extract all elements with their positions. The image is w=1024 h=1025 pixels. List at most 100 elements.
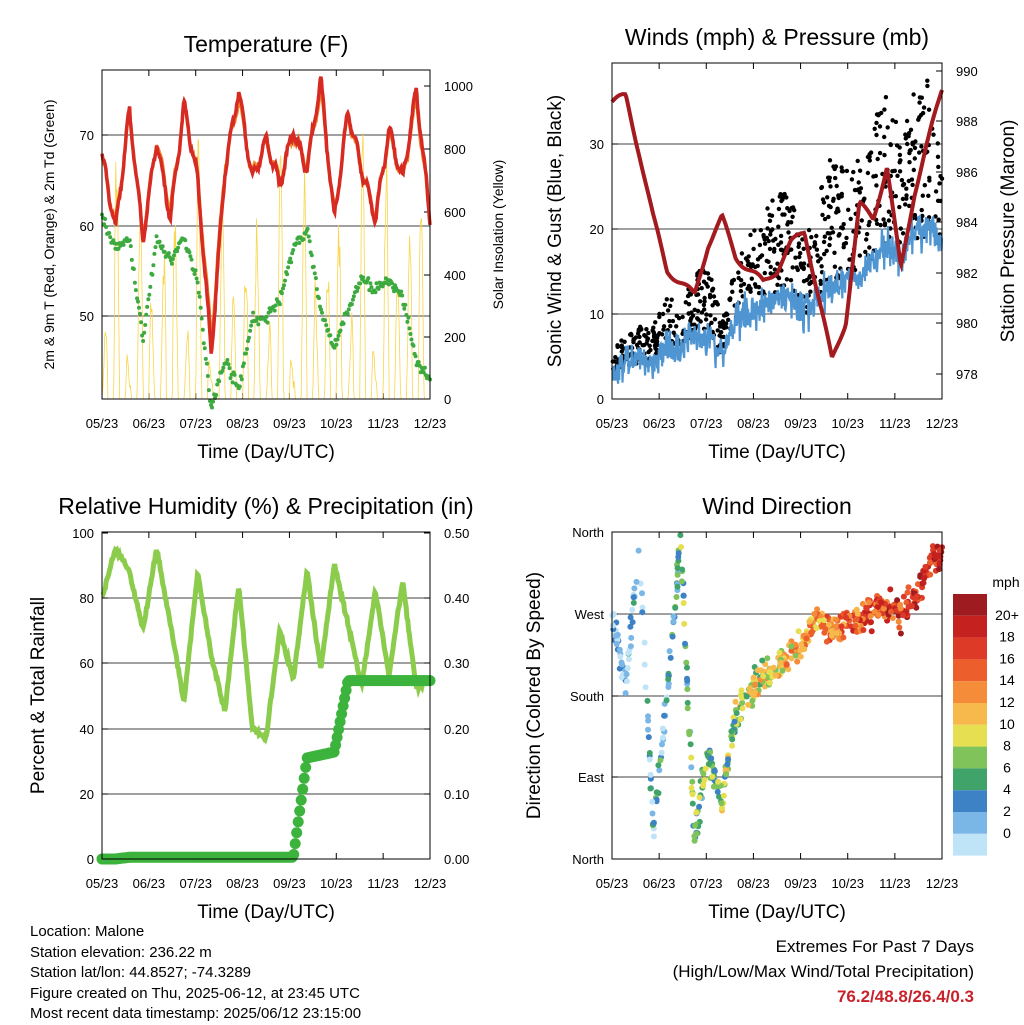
dewpoint-point <box>290 251 295 256</box>
colorbar-label: 2 <box>1003 803 1011 819</box>
station-latlon: Station lat/lon: 44.8527; -74.3289 <box>30 964 252 981</box>
gust-point <box>746 254 751 259</box>
x-tick-label: 06/23 <box>133 876 166 891</box>
dewpoint-point <box>202 346 207 351</box>
gust-point <box>881 217 886 222</box>
gust-point <box>655 342 660 348</box>
dewpoint-point <box>116 246 121 251</box>
direction-point <box>655 762 662 769</box>
gust-point <box>856 180 861 185</box>
gust-point <box>728 296 733 301</box>
gust-point <box>885 125 890 130</box>
gust-point <box>660 311 666 317</box>
direction-point <box>832 623 839 630</box>
dewpoint-point <box>249 323 254 328</box>
direction-point <box>779 667 786 674</box>
gust-point <box>695 292 701 297</box>
dewpoint-point <box>143 323 148 327</box>
gust-point <box>936 217 941 222</box>
gust-point <box>920 213 925 219</box>
x-tick-label: 06/23 <box>133 416 166 431</box>
direction-point <box>913 593 920 600</box>
rainfall-point <box>291 827 303 839</box>
direction-point <box>674 583 681 590</box>
direction-point <box>624 678 630 685</box>
gust-point <box>931 132 936 137</box>
gust-point <box>796 244 801 249</box>
direction-point <box>788 655 795 662</box>
plot-frame <box>101 69 431 400</box>
direction-point <box>897 630 904 637</box>
direction-point <box>853 606 860 613</box>
plot-frame <box>611 531 943 860</box>
x-tick-label: 12/23 <box>414 416 447 431</box>
x-tick-label: 09/23 <box>784 876 817 891</box>
gust-point <box>635 331 641 336</box>
dewpoint-point <box>374 281 379 286</box>
wind-series <box>611 213 944 384</box>
direction-point <box>645 713 651 720</box>
x-tick-label: 10/23 <box>320 876 353 891</box>
direction-point <box>647 771 654 778</box>
dewpoint-point <box>217 379 222 384</box>
direction-point <box>661 712 668 719</box>
gust-point <box>917 150 922 155</box>
direction-point <box>868 619 874 626</box>
direction-point <box>878 599 885 606</box>
gust-point <box>874 221 880 226</box>
dewpoint-point <box>324 323 329 328</box>
gust-point <box>748 289 753 294</box>
gust-point <box>762 241 768 246</box>
direction-point <box>667 654 674 661</box>
dewpoint-point <box>326 327 331 332</box>
dewpoint-point <box>411 343 416 348</box>
dewpoint-point <box>392 289 396 294</box>
direction-point <box>803 635 810 642</box>
direction-point <box>936 547 943 554</box>
dewpoint-point <box>386 282 391 287</box>
gust-point <box>765 226 770 231</box>
direction-point <box>720 792 727 799</box>
y-tick-label: 50 <box>80 309 94 324</box>
gust-point <box>877 150 883 156</box>
direction-point <box>613 641 620 647</box>
dewpoint-point <box>104 225 109 229</box>
gust-point <box>905 141 910 147</box>
gust-point <box>935 198 941 203</box>
dewpoint-point <box>210 405 214 410</box>
dewpoint-point <box>195 280 200 285</box>
gust-point <box>653 320 658 325</box>
gust-point <box>912 212 918 218</box>
dewpoint-point <box>369 285 374 290</box>
dewpoint-point <box>167 255 172 260</box>
gust-point <box>776 224 781 229</box>
direction-point <box>760 673 767 679</box>
dewpoint-point <box>407 326 412 331</box>
dewpoint-point <box>283 278 287 283</box>
temperature-xlabel: Time (Day/UTC) <box>197 442 335 463</box>
direction-point <box>871 608 878 615</box>
gust-point <box>776 242 781 247</box>
gust-point <box>911 92 916 97</box>
dewpoint-point <box>232 372 237 377</box>
gust-point <box>911 167 916 173</box>
direction-point <box>900 612 907 619</box>
direction-point <box>729 742 736 749</box>
direction-point <box>687 741 694 748</box>
y-tick-label: 0 <box>87 852 94 867</box>
dewpoint-point <box>121 242 126 247</box>
direction-point <box>776 649 783 656</box>
gust-point <box>784 195 789 200</box>
gust-point <box>895 173 900 178</box>
gust-point <box>748 232 753 238</box>
dewpoint-point <box>414 363 419 368</box>
direction-point <box>814 606 821 613</box>
direction-point <box>739 699 746 706</box>
direction-point <box>795 628 802 635</box>
direction-point <box>645 734 652 741</box>
dewpoint-point <box>277 302 282 307</box>
gust-point <box>622 339 627 344</box>
direction-point <box>645 726 651 733</box>
dewpoint-point <box>376 286 381 291</box>
gust-point <box>933 189 939 194</box>
